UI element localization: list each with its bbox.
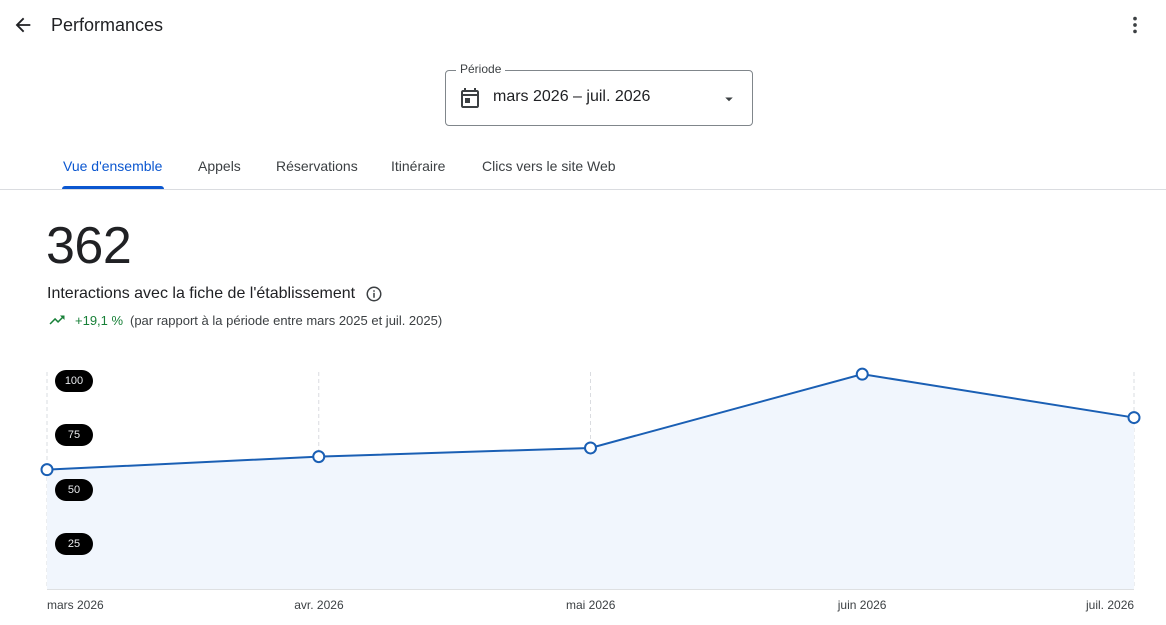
page-title: Performances [51,15,164,35]
header: Performances [0,0,1166,52]
chart-plot [40,367,1141,590]
y-tick-label: 75 [55,424,93,447]
more-options-button[interactable] [1120,10,1150,40]
tab-directions[interactable]: Itinéraire [391,158,446,174]
trend-comparison: (par rapport à la période entre mars 202… [130,313,443,328]
period-selector[interactable]: Période mars 2026 – juil. 2026 [445,62,753,126]
data-point [1127,411,1141,425]
calendar-icon [461,88,479,108]
data-point [584,441,597,455]
metric-label: Interactions avec la fiche de l'établiss… [47,285,356,302]
tab-bookings[interactable]: Réservations [276,158,358,174]
more-vert-icon [1133,16,1137,34]
metric-value: 362 [46,217,132,275]
x-tick-label: mars 2026 [47,598,104,612]
x-tick-label: juin 2026 [837,598,887,612]
info-icon[interactable] [365,285,383,303]
trend-value: +19,1 % [75,313,124,328]
data-point [40,463,54,477]
back-button[interactable] [8,10,38,40]
data-point [312,450,326,464]
y-tick-label: 100 [55,370,93,392]
active-tab-indicator [62,186,164,189]
x-tick-label: juil. 2026 [1086,598,1135,612]
data-point [855,367,869,381]
tab-overview[interactable]: Vue d'ensemble [63,158,163,174]
dropdown-arrow-icon [725,97,733,102]
trending-up-icon [49,315,65,325]
tab-bar: Vue d'ensemble Appels Réservations Itiné… [0,146,1166,190]
y-tick-label: 50 [55,478,93,501]
tab-website-clicks[interactable]: Clics vers le site Web [482,158,616,174]
period-value: mars 2026 – juil. 2026 [493,88,651,105]
interactions-chart: 100 75 50 25 mars 2026 avr. 2026 mai 2026 juin … [0,350,1166,625]
y-tick-label: 25 [55,532,93,555]
series-area [47,374,1134,589]
x-tick-label: mai 2026 [566,598,616,612]
x-tick-label: avr. 2026 [294,598,344,612]
period-label: Période [456,62,506,76]
tab-calls[interactable]: Appels [198,158,241,174]
arrow-left-icon [15,17,31,33]
